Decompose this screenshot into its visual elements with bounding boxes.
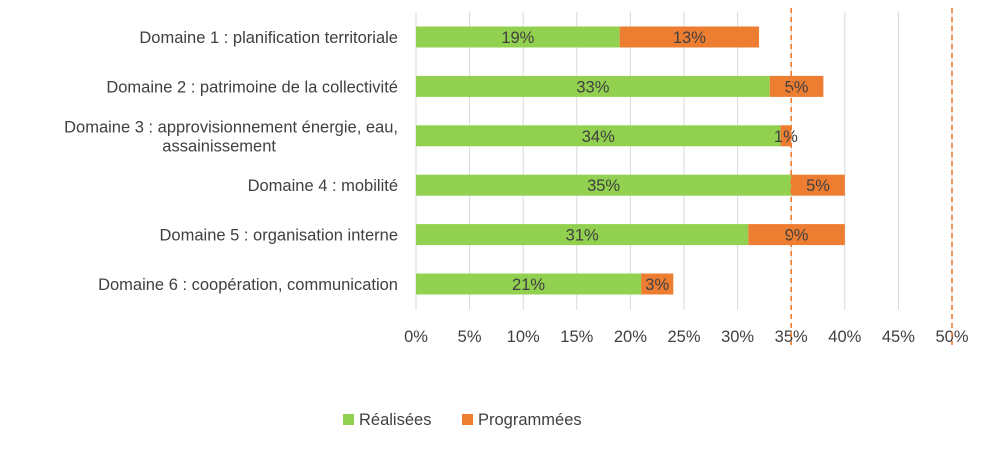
bar-data-label: 1% [774, 128, 798, 146]
bar-data-label: 5% [806, 177, 830, 195]
category-labels: Domaine 1 : planification territoriale Do… [64, 29, 398, 294]
bars: 19% 13% 33% 5% 34% 1% 35% 5% 31% 9% 21% 3% [416, 26, 845, 295]
reference-lines [790, 8, 953, 345]
x-tick-label: 10% [507, 328, 540, 346]
bar-segment [780, 125, 792, 147]
bar-segment [416, 26, 620, 48]
bar-segment [416, 125, 781, 147]
x-tick-label: 0% [404, 328, 428, 346]
bar-data-label: 35% [587, 177, 620, 195]
category-label: Domaine 3 : approvisionnement énergie, e… [64, 118, 398, 136]
bar-data-label: 31% [566, 227, 599, 245]
bar-segment [641, 273, 674, 295]
legend-swatch [343, 414, 354, 425]
bar-data-label: 3% [645, 276, 669, 294]
x-tick-label: 45% [882, 328, 915, 346]
bar-segment [769, 75, 824, 97]
bar-data-label: 13% [673, 29, 706, 47]
x-tick-label: 25% [667, 328, 700, 346]
x-tick-label: 15% [560, 328, 593, 346]
category-label: Domaine 2 : patrimoine de la collectivit… [106, 78, 398, 96]
bar-segment [619, 26, 760, 48]
bar-segment [416, 224, 749, 246]
category-label: Domaine 4 : mobilité [248, 177, 398, 195]
x-tick-label: 20% [614, 328, 647, 346]
bar-segment [416, 75, 770, 97]
category-label: Domaine 5 : organisation interne [160, 227, 398, 245]
bar-data-label: 21% [512, 276, 545, 294]
category-label: Domaine 1 : planification territoriale [139, 29, 398, 47]
x-tick-label: 5% [458, 328, 482, 346]
legend-swatch [462, 414, 473, 425]
legend: Réalisées Programmées [343, 411, 582, 429]
bar-data-label: 5% [785, 78, 809, 96]
category-label: assainissement [162, 137, 276, 155]
bar-data-label: 19% [501, 29, 534, 47]
bar-segment [416, 174, 792, 196]
category-label: Domaine 6 : coopération, communication [98, 276, 398, 294]
legend-label: Réalisées [359, 411, 431, 429]
x-axis-tick-labels: 0% 5% 10% 15% 20% 25% 30% 35% 40% 45% 50% [404, 328, 969, 346]
bar-segment [748, 224, 845, 246]
x-tick-label: 30% [721, 328, 754, 346]
legend-label: Programmées [478, 411, 582, 429]
bar-segment [791, 174, 845, 196]
gridlines [415, 12, 953, 310]
x-tick-label: 40% [828, 328, 861, 346]
bar-segment [416, 273, 642, 295]
bar-data-label: 34% [582, 128, 615, 146]
bar-data-label: 33% [576, 78, 609, 96]
bar-data-label: 9% [785, 227, 809, 245]
